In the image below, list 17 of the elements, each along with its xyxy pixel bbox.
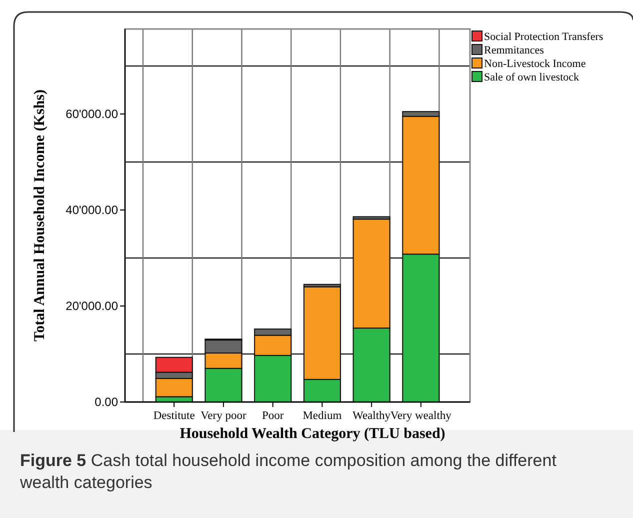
y-tick-label: 20'000.00 [66,299,118,314]
x-axis-title: Household Wealth Category (TLU based) [180,426,446,442]
legend-label: Remmitances [484,44,544,56]
x-tick-label: Wealthy [352,410,391,422]
legend-label: Non-Livestock Income [484,58,586,70]
legend-label: Social Protection Transfers [484,30,604,43]
x-tick-label: Very wealthy [390,410,452,422]
y-axis-title: Total Annual Household Income (Kshs) [32,89,48,342]
x-tick-label: Very poor [200,410,246,422]
y-tick-label: 40'000.00 [66,203,118,218]
legend-label: Sale of own livestock [484,71,580,84]
x-tick-label: Medium [302,410,342,422]
caption: Figure 5 Cash total household income composition among the different wealth categories [19,451,557,492]
x-tick-label: Destitute [153,410,195,422]
x-tick-label: Poor [262,410,284,422]
y-tick-label: 60'000.00 [66,107,118,122]
y-tick-label: 0.00 [94,395,118,410]
